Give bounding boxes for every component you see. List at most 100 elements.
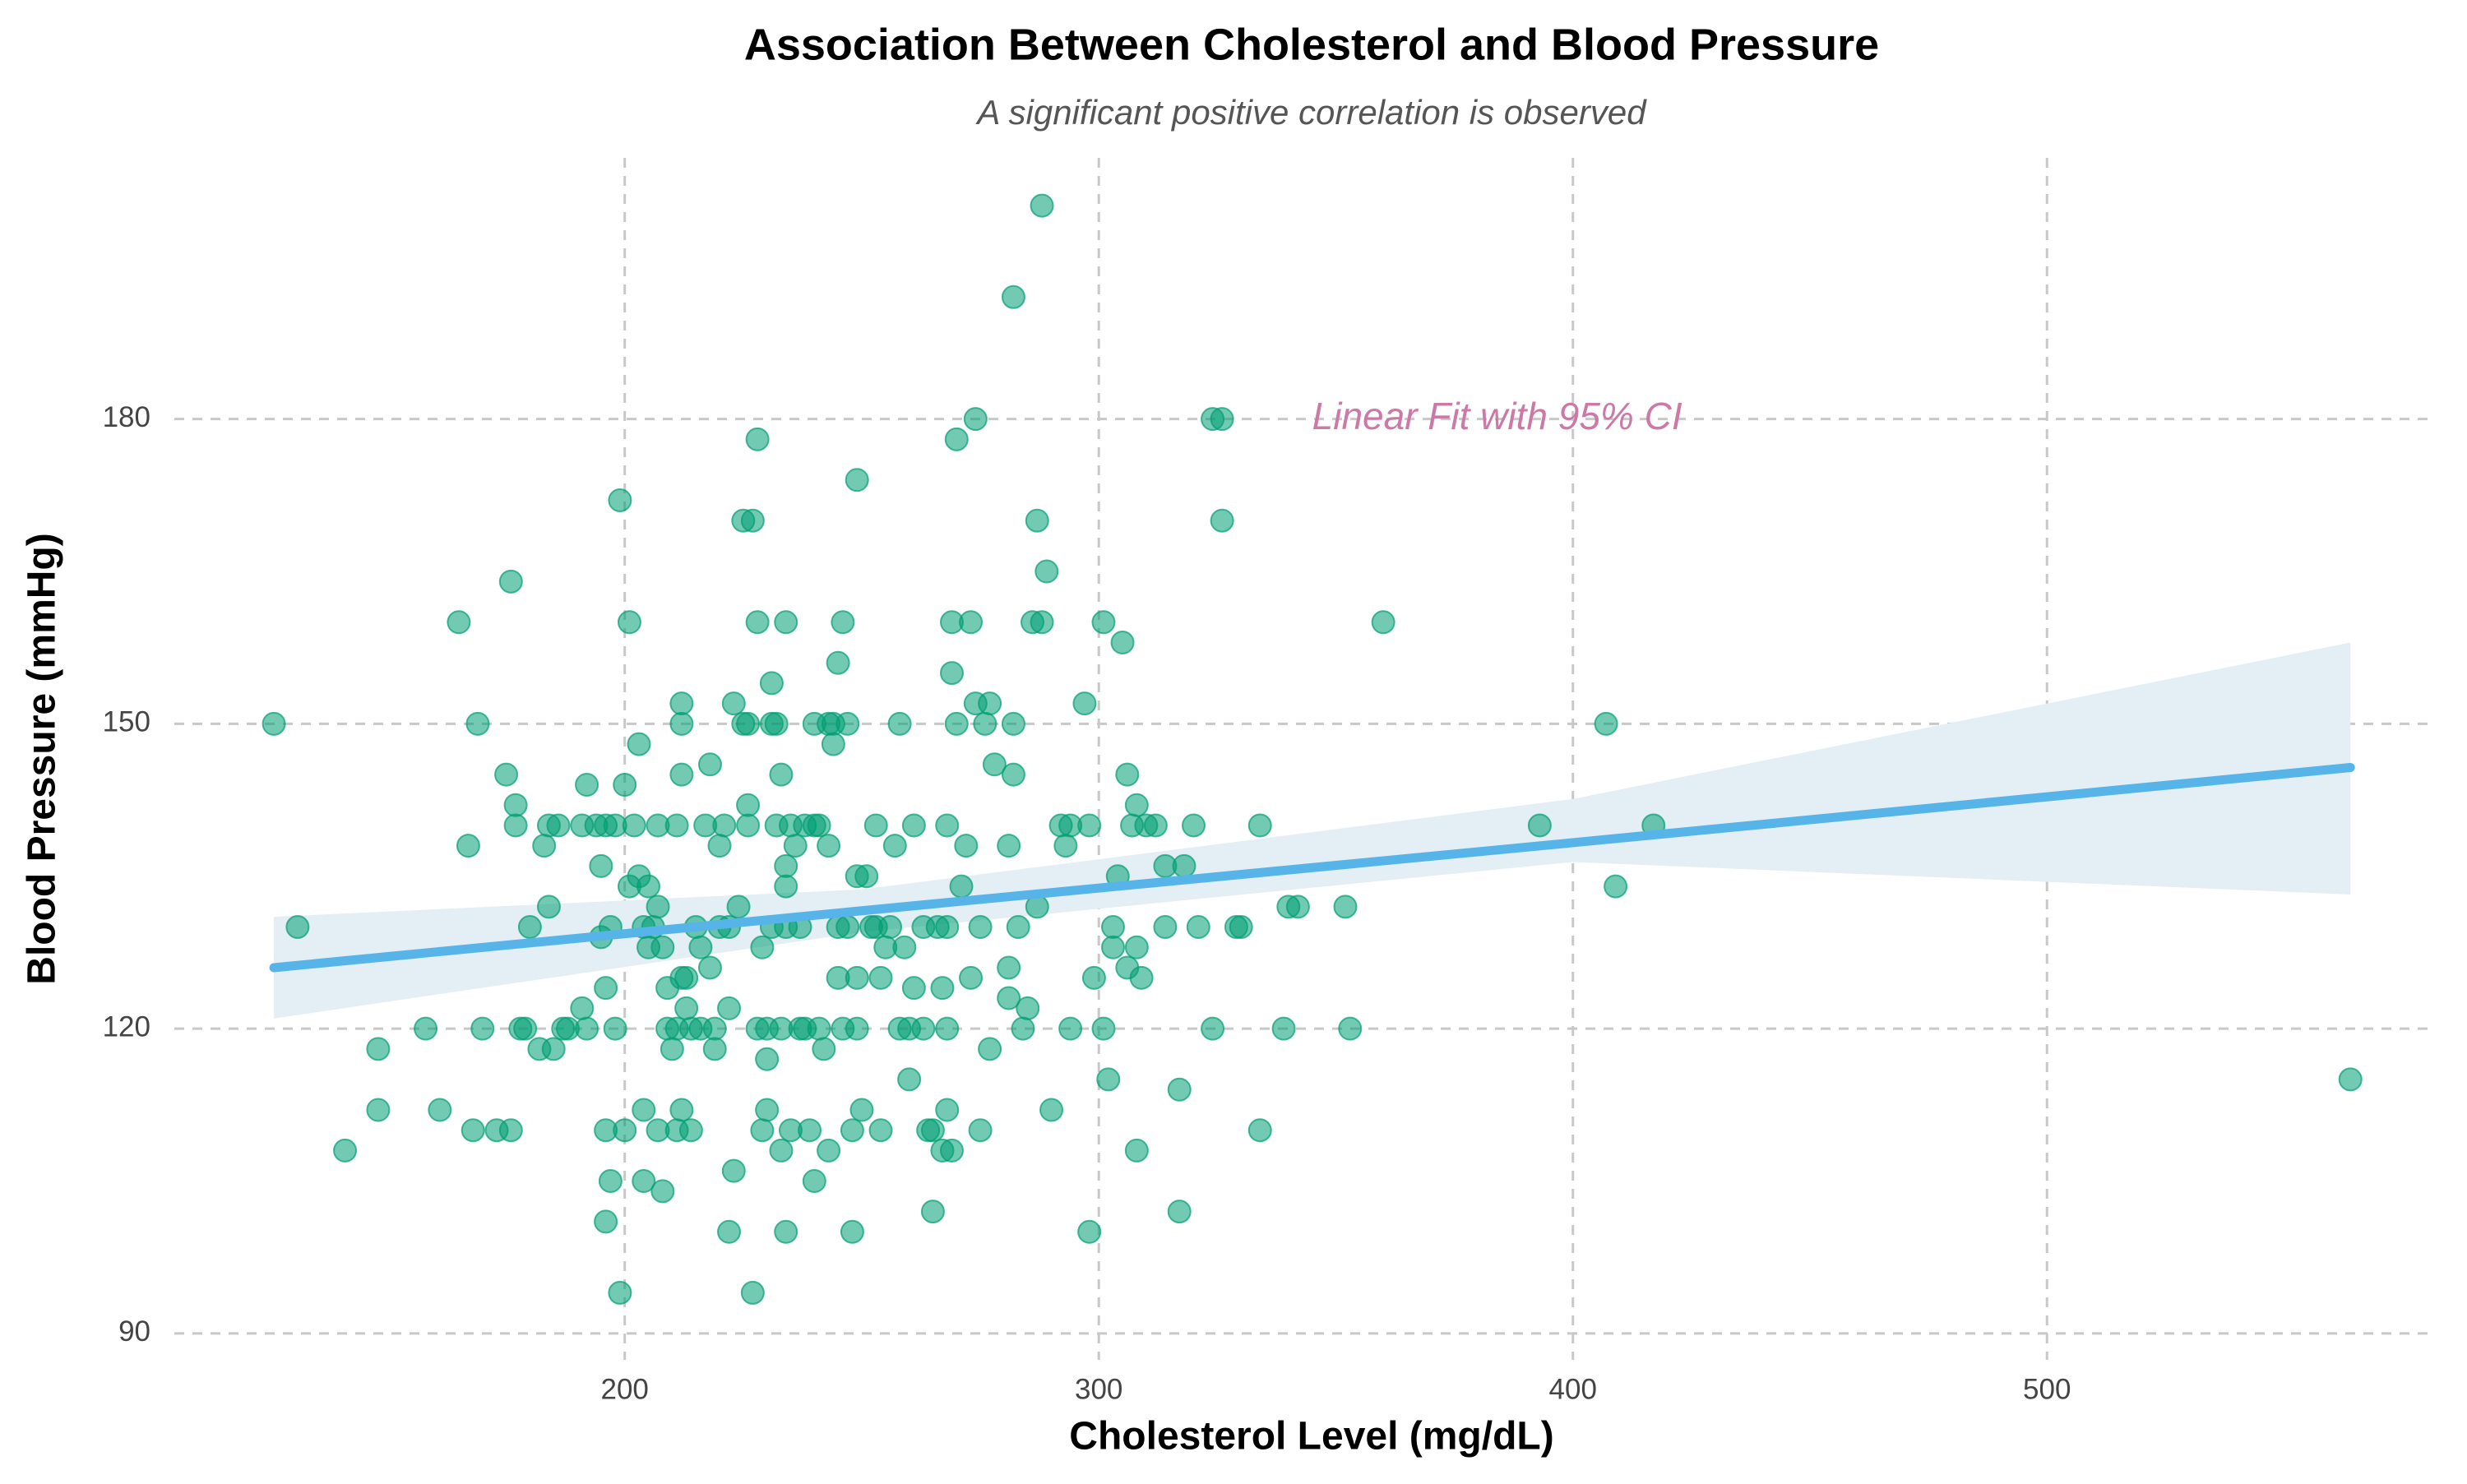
data-point (774, 610, 798, 635)
data-point (503, 793, 528, 817)
data-point (575, 1016, 599, 1041)
data-point (717, 996, 742, 1020)
data-point (826, 650, 850, 675)
data-point (817, 1138, 841, 1163)
data-point (503, 813, 528, 838)
data-point (1143, 813, 1168, 838)
data-point (935, 1098, 960, 1122)
data-point (1077, 813, 1102, 838)
data-point (1016, 996, 1040, 1020)
data-point (1210, 508, 1234, 533)
data-point (935, 915, 960, 940)
data-point (736, 711, 761, 736)
data-point (702, 1037, 727, 1061)
data-point (1210, 407, 1234, 432)
data-point (465, 711, 490, 736)
data-point (707, 834, 732, 858)
data-point (536, 895, 561, 919)
data-point (627, 732, 651, 756)
fit-line (269, 763, 2355, 973)
data-point (697, 955, 722, 980)
data-point (1091, 1016, 1116, 1041)
data-point (868, 965, 893, 990)
data-point (973, 711, 997, 736)
data-point (669, 691, 694, 716)
data-point (755, 1047, 780, 1071)
chart-subtitle: A significant positive correlation is ob… (974, 93, 1647, 132)
data-point (513, 1016, 538, 1041)
data-point (997, 955, 1021, 980)
data-point (285, 915, 310, 940)
data-point (821, 732, 845, 756)
data-point (901, 813, 926, 838)
y-tick-label: 90 (118, 1315, 150, 1348)
y-tick-label: 120 (103, 1010, 150, 1042)
data-point (598, 1168, 623, 1193)
data-point (1001, 284, 1025, 309)
data-point (333, 1138, 358, 1163)
data-point (674, 965, 699, 990)
data-point (717, 1219, 742, 1244)
data-point (968, 915, 993, 940)
data-point (863, 813, 888, 838)
data-point (978, 691, 1002, 716)
data-point (2338, 1067, 2363, 1092)
data-point (414, 1016, 438, 1041)
data-point (428, 1098, 452, 1122)
data-point (721, 1158, 746, 1183)
data-point (613, 773, 637, 797)
data-point (769, 762, 794, 787)
data-point (845, 1016, 869, 1041)
data-point (608, 488, 632, 512)
data-point (1091, 610, 1116, 635)
data-point (570, 996, 595, 1020)
data-point (1011, 1016, 1035, 1041)
data-point (541, 1037, 566, 1061)
data-point (1081, 965, 1106, 990)
data-point (935, 813, 960, 838)
data-point (613, 1118, 637, 1143)
data-point (1124, 1138, 1149, 1163)
data-point (650, 935, 675, 959)
data-point (963, 407, 988, 432)
data-point (802, 1168, 826, 1193)
data-point (845, 965, 869, 990)
data-point (517, 915, 542, 940)
data-point (1333, 895, 1358, 919)
data-point (1271, 1016, 1296, 1041)
data-point (854, 864, 879, 889)
data-point (712, 813, 737, 838)
data-point (949, 874, 974, 899)
data-point (1058, 1016, 1083, 1041)
data-point (1247, 1118, 1272, 1143)
data-point (878, 915, 903, 940)
data-point (617, 610, 641, 635)
data-point (944, 711, 969, 736)
data-point (721, 691, 746, 716)
data-point (807, 813, 831, 838)
data-point (366, 1037, 391, 1061)
data-point (632, 1098, 656, 1122)
data-point (740, 508, 765, 533)
data-point (669, 762, 694, 787)
data-point (759, 671, 784, 696)
x-tick-label: 200 (600, 1373, 648, 1405)
data-point (1153, 915, 1178, 940)
data-point (897, 1067, 922, 1092)
data-point (726, 895, 751, 919)
data-point (982, 752, 1007, 777)
y-tick-label: 150 (103, 706, 150, 738)
data-point (968, 1118, 993, 1143)
data-point (688, 935, 713, 959)
data-point (1186, 915, 1210, 940)
data-point (736, 813, 761, 838)
data-point (660, 1037, 684, 1061)
data-point (498, 569, 523, 594)
data-point (1129, 965, 1154, 990)
x-tick-label: 500 (2023, 1373, 2071, 1405)
data-point (678, 1118, 703, 1143)
data-point (817, 834, 841, 858)
data-point (702, 1016, 727, 1041)
data-point (901, 976, 926, 1001)
chart-title: Association Between Cholesterol and Bloo… (744, 20, 1879, 69)
